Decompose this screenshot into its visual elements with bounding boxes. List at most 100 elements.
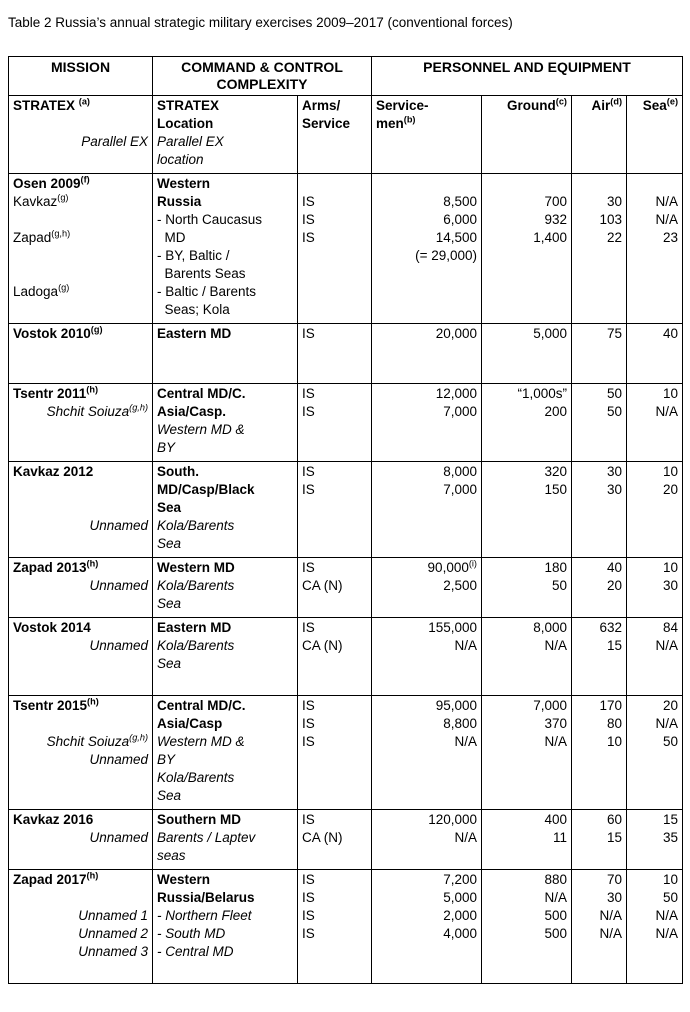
cell-line bbox=[631, 535, 678, 553]
cell-line: Central MD/C. bbox=[157, 386, 246, 401]
zapad-2017-cell-mission: Zapad 2017(h) Unnamed 1 Unnamed 2 Unnamed 3 bbox=[8, 869, 153, 984]
zapad-2017-cell-location: Western Russia/Belarus - Northern Fleet - S… bbox=[152, 869, 298, 984]
cell-line: Western MD bbox=[157, 560, 235, 575]
cell-line bbox=[13, 265, 148, 283]
cell-line: Sea(e) bbox=[642, 96, 679, 113]
zapad-2017-cell-servicemen: 7,200 5,000 2,000 4,000 bbox=[371, 869, 482, 984]
cell-line: Osen 2009(f) bbox=[13, 174, 90, 191]
cell-line: South. bbox=[157, 464, 199, 479]
cell-line: Unnamed bbox=[89, 638, 148, 653]
cell-line bbox=[486, 961, 567, 979]
zapad-2017-cell-ground: 880 N/A 500 500 bbox=[481, 869, 572, 984]
cell-line: IS bbox=[302, 194, 315, 209]
kavkaz-2016-cell-air: 60 15 bbox=[571, 809, 627, 870]
cell-line: IS bbox=[302, 698, 315, 713]
cell-line bbox=[13, 889, 148, 907]
cell-line: Unnamed bbox=[89, 752, 148, 767]
cell-line bbox=[631, 439, 678, 457]
cell-line: Sea bbox=[157, 536, 182, 551]
cell-line: Parallel EX bbox=[81, 134, 148, 149]
group-row-tsentr-2011: Tsentr 2011(h) Shchit Soiuza(g,h) Central … bbox=[8, 383, 684, 462]
cell-line bbox=[576, 175, 622, 193]
cell-line: IS bbox=[302, 464, 315, 479]
cell-line: 11 bbox=[552, 830, 567, 845]
cell-line bbox=[631, 115, 678, 133]
cell-line bbox=[13, 115, 148, 133]
cell-line: Service bbox=[302, 116, 351, 131]
vostok-2010-cell-arms-service: IS bbox=[297, 323, 372, 384]
cell-line bbox=[13, 787, 148, 805]
kavkaz-2012-cell-ground: 320 150 bbox=[481, 461, 572, 558]
cell-line: 20 bbox=[662, 482, 679, 497]
cell-line bbox=[13, 151, 148, 169]
cell-line: N/A bbox=[544, 890, 567, 905]
cell-line: 35 bbox=[662, 830, 679, 845]
cell-line bbox=[576, 943, 622, 961]
zapad-2017-cell-sea: 10 50 N/A N/A bbox=[625, 869, 684, 984]
cell-line bbox=[631, 655, 678, 673]
cell-line: 15 bbox=[662, 812, 679, 827]
cell-line: 20 bbox=[662, 698, 679, 713]
cell-line: 10 bbox=[662, 560, 679, 575]
tsentr-2015-cell-sea: 20 N/A 50 bbox=[625, 695, 684, 810]
footnote-marker: (i) bbox=[468, 558, 477, 569]
cell-line: 7,000 bbox=[443, 404, 477, 419]
cell-line: STRATEX bbox=[157, 98, 220, 113]
cell-line bbox=[302, 265, 367, 283]
cell-line: N/A bbox=[599, 926, 622, 941]
kavkaz-2012-cell-air: 30 30 bbox=[571, 461, 627, 558]
cell-line: IS bbox=[302, 560, 315, 575]
osen-2009-cell-arms-service: IS IS IS bbox=[297, 173, 372, 324]
cell-line bbox=[302, 421, 367, 439]
cell-line bbox=[13, 343, 148, 361]
cell-line bbox=[486, 655, 567, 673]
kavkaz-2016-cell-sea: 15 35 bbox=[625, 809, 684, 870]
cell-line bbox=[631, 595, 678, 613]
subheader-cell-mission: STRATEX (a) Parallel EX bbox=[8, 95, 153, 174]
cell-line bbox=[486, 265, 567, 283]
cell-line bbox=[13, 769, 148, 787]
cell-line bbox=[486, 439, 567, 457]
cell-line bbox=[576, 847, 622, 865]
cell-line bbox=[157, 673, 293, 691]
cell-line: Western bbox=[157, 176, 211, 191]
cell-line: 60 bbox=[606, 812, 622, 827]
cell-line: 10 bbox=[662, 386, 679, 401]
group-row-tsentr-2015: Tsentr 2015(h) Shchit Soiuza(g,h) Unnamed C… bbox=[8, 695, 684, 810]
cell-line: - BY, Baltic / bbox=[157, 248, 230, 263]
cell-line bbox=[376, 751, 477, 769]
cell-line bbox=[302, 301, 367, 319]
cell-line: Tsentr 2011(h) bbox=[13, 384, 99, 401]
cell-line bbox=[576, 595, 622, 613]
cell-line: 1,400 bbox=[533, 230, 567, 245]
cell-line bbox=[576, 343, 622, 361]
cell-line bbox=[13, 439, 148, 457]
tsentr-2015-cell-arms-service: IS IS IS bbox=[297, 695, 372, 810]
cell-line: Southern MD bbox=[157, 812, 241, 827]
cell-line bbox=[302, 151, 367, 169]
cell-line: 10 bbox=[606, 734, 622, 749]
cell-line bbox=[302, 769, 367, 787]
zapad-2017-cell-arms-service: IS IS IS IS bbox=[297, 869, 372, 984]
cell-line bbox=[486, 595, 567, 613]
cell-line bbox=[157, 961, 293, 979]
cell-line: Kavkaz 2016 bbox=[13, 812, 94, 827]
zapad-2013-cell-air: 40 20 bbox=[571, 557, 627, 618]
group-row-zapad-2017: Zapad 2017(h) Unnamed 1 Unnamed 2 Unnamed 3… bbox=[8, 869, 684, 984]
vostok-2010-cell-location: Eastern MD bbox=[152, 323, 298, 384]
footnote-marker: (g) bbox=[57, 192, 69, 203]
cell-line: Asia/Casp. bbox=[157, 404, 227, 419]
cell-line bbox=[486, 517, 567, 535]
osen-2009-cell-air: 30 103 22 bbox=[571, 173, 627, 324]
cell-line: Western MD & bbox=[157, 422, 245, 437]
cell-line: 2,000 bbox=[443, 908, 477, 923]
cell-line bbox=[631, 769, 678, 787]
cell-line: 5,000 bbox=[533, 326, 567, 341]
cell-line bbox=[376, 151, 477, 169]
kavkaz-2012-cell-arms-service: IS IS bbox=[297, 461, 372, 558]
cell-line: 22 bbox=[606, 230, 622, 245]
cell-line: CA (N) bbox=[302, 578, 343, 593]
cell-line: IS bbox=[302, 326, 315, 341]
cell-line bbox=[631, 301, 678, 319]
